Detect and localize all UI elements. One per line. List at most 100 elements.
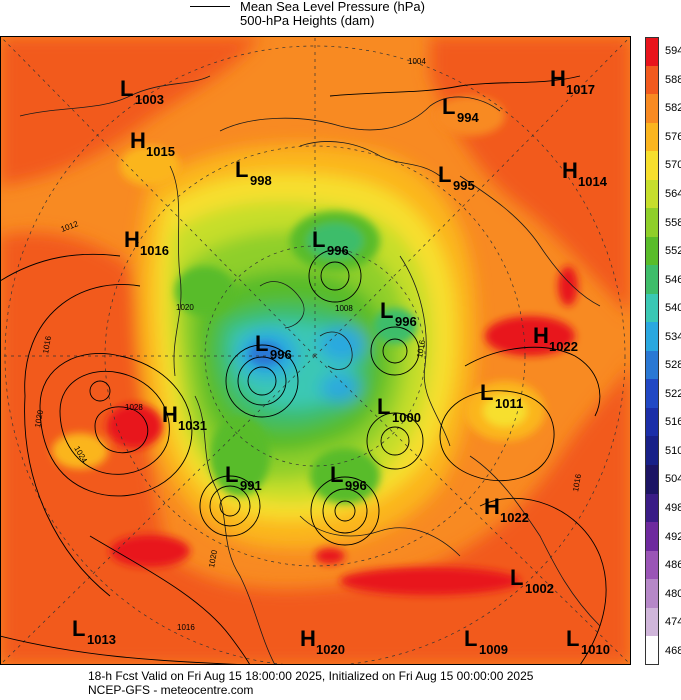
colorbar-segment	[645, 522, 659, 551]
svg-text:1000: 1000	[392, 410, 421, 425]
graticule	[0, 36, 631, 665]
colorbar-label: 534	[665, 330, 681, 343]
svg-text:L: L	[225, 462, 238, 487]
svg-text:1020: 1020	[316, 642, 345, 657]
svg-text:998: 998	[250, 173, 272, 188]
pressure-label: H 1022	[484, 494, 529, 525]
svg-text:L: L	[72, 616, 85, 641]
svg-text:1013: 1013	[87, 632, 116, 647]
pressure-label: H 1031	[162, 402, 207, 433]
svg-text:L: L	[438, 162, 451, 187]
isobar-value: 1008	[335, 304, 353, 313]
pressure-label: L 1011	[480, 380, 523, 411]
svg-text:H: H	[484, 494, 500, 519]
svg-text:1010: 1010	[581, 642, 610, 657]
colorbar-label: 522	[665, 387, 681, 400]
colorbar-label: 516	[665, 416, 681, 429]
colorbar-label: 558	[665, 216, 681, 229]
pressure-label: L 1009	[464, 626, 508, 657]
colorbar-segment	[645, 265, 659, 294]
colorbar-label: 552	[665, 245, 681, 258]
svg-text:L: L	[120, 76, 133, 101]
svg-text:H: H	[550, 66, 566, 91]
isobar-value: 1028	[125, 403, 143, 412]
colorbar-segment	[645, 179, 659, 209]
svg-text:1017: 1017	[566, 82, 595, 97]
isobar-value: 1016	[571, 473, 583, 493]
pressure-label: L 1010	[566, 626, 610, 657]
pressure-label: L 1000	[377, 394, 421, 425]
pressure-label: H 1015	[130, 128, 175, 159]
weather-map: L 1003 H 1015 L 998 L 994 H 1017 L 995 H 1014 H…	[0, 36, 631, 665]
pressure-label: L 998	[235, 157, 272, 188]
pressure-label: H 1017	[550, 66, 595, 97]
svg-text:1003: 1003	[135, 92, 164, 107]
colorbar-segment	[645, 436, 659, 465]
svg-text:1015: 1015	[146, 144, 175, 159]
svg-text:L: L	[255, 331, 268, 356]
svg-text:1022: 1022	[500, 510, 529, 525]
svg-text:L: L	[330, 462, 343, 487]
colorbar-label: 504	[665, 473, 681, 486]
svg-text:1011: 1011	[495, 396, 523, 411]
svg-text:L: L	[464, 626, 477, 651]
colorbar-segment	[645, 37, 659, 66]
pressure-label: L 996	[330, 462, 367, 493]
legend-heights-label: 500-hPa Heights (dam)	[240, 13, 375, 28]
pressure-label: L 1013	[72, 616, 116, 647]
svg-text:H: H	[130, 128, 146, 153]
isobar-value: 1020	[33, 409, 45, 429]
colorbar-label: 594	[665, 45, 681, 58]
map-canvas: L 1003 H 1015 L 998 L 994 H 1017 L 995 H 1014 H…	[0, 36, 631, 665]
pressure-systems: L 1003 H 1015 L 998 L 994 H 1017 L 995 H 1014 H…	[72, 66, 610, 657]
svg-text:996: 996	[345, 478, 367, 493]
colorbar-label: 468	[665, 644, 681, 657]
svg-text:L: L	[510, 565, 523, 590]
colorbar-segment	[645, 379, 659, 408]
svg-text:994: 994	[457, 110, 479, 125]
svg-text:L: L	[566, 626, 579, 651]
svg-text:L: L	[380, 298, 393, 323]
pressure-label: H 1020	[300, 626, 345, 657]
colorbar-segment	[645, 208, 659, 237]
colorbar-label: 474	[665, 616, 681, 629]
colorbar-segment	[645, 607, 659, 637]
svg-text:996: 996	[395, 314, 417, 329]
pressure-label: L 996	[380, 298, 417, 329]
colorbar-label: 582	[665, 102, 681, 115]
svg-text:991: 991	[240, 478, 262, 493]
svg-text:L: L	[442, 94, 455, 119]
colorbar-segment	[645, 293, 659, 323]
svg-text:L: L	[235, 157, 248, 182]
colorbar-label: 570	[665, 159, 681, 172]
colorbar-label: 480	[665, 587, 681, 600]
svg-text:H: H	[300, 626, 316, 651]
pressure-label: L 995	[438, 162, 475, 193]
isobar-value: 1020	[207, 549, 219, 569]
pressure-label: L 1002	[510, 565, 554, 596]
legend-mslp-label: Mean Sea Level Pressure (hPa)	[240, 0, 425, 14]
pressure-label: L 1003	[120, 76, 164, 107]
height-colorbar	[645, 37, 659, 665]
pressure-label: L 996	[312, 227, 349, 258]
colorbar-label: 540	[665, 302, 681, 315]
isobar-value: 1016	[177, 623, 195, 632]
colorbar-label: 486	[665, 559, 681, 572]
pressure-label: L 991	[225, 462, 262, 493]
coastlines	[19, 75, 601, 665]
colorbar-label: 510	[665, 444, 681, 457]
colorbar-segment	[645, 550, 659, 580]
svg-text:H: H	[162, 402, 178, 427]
colorbar-label: 498	[665, 502, 681, 514]
pressure-label: L 996	[255, 331, 292, 362]
pressure-label: L 994	[442, 94, 479, 125]
isobar-value: 1016	[41, 335, 53, 355]
pressure-label: H 1014	[562, 158, 608, 189]
colorbar-label: 588	[665, 73, 681, 86]
svg-text:1002: 1002	[525, 581, 554, 596]
colorbar-segment	[645, 65, 659, 95]
source-credit-text: NCEP-GFS - meteocentre.com	[88, 683, 254, 697]
svg-text:1016: 1016	[140, 243, 169, 258]
svg-text:L: L	[480, 380, 493, 405]
svg-text:1009: 1009	[479, 642, 508, 657]
